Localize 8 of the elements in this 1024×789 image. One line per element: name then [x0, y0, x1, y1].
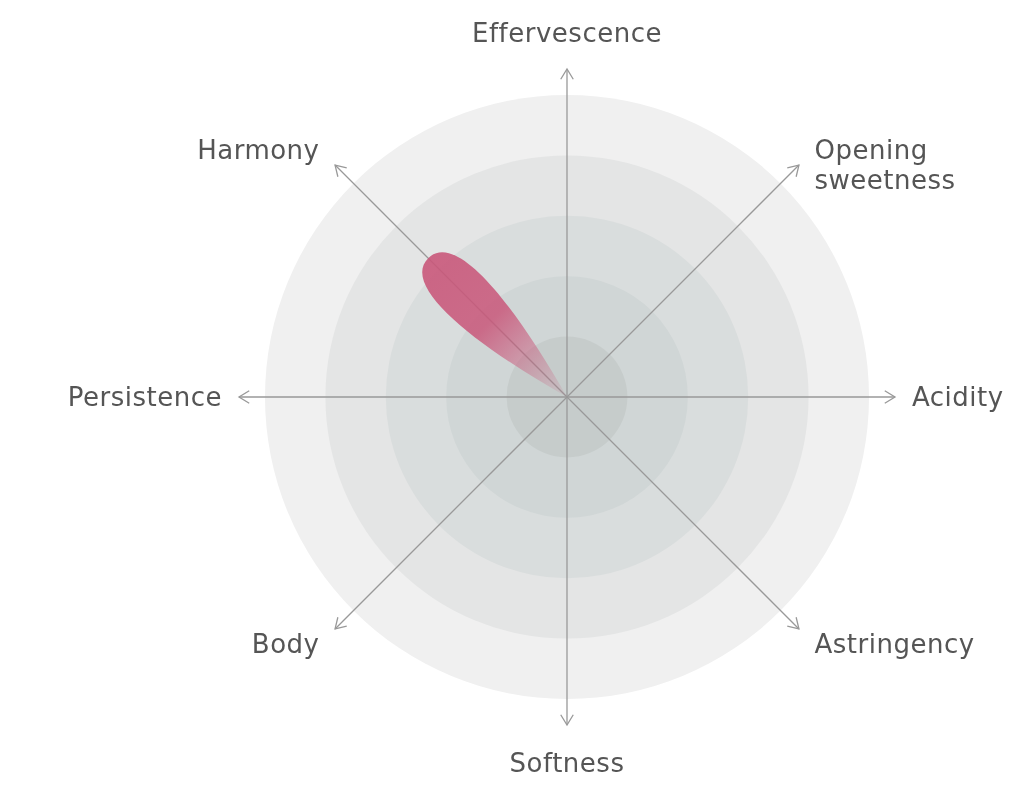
spoke-label: Harmony [197, 134, 320, 165]
spoke-label: Persistence [67, 382, 222, 412]
spoke-label: Opening sweetness [814, 134, 956, 195]
spoke-label: Body [251, 629, 320, 660]
spoke-label: Astringency [814, 629, 975, 660]
spoke-label: Softness [509, 748, 625, 778]
spoke-label: Effervescence [472, 18, 662, 48]
spoke-label: Acidity [912, 382, 1004, 412]
